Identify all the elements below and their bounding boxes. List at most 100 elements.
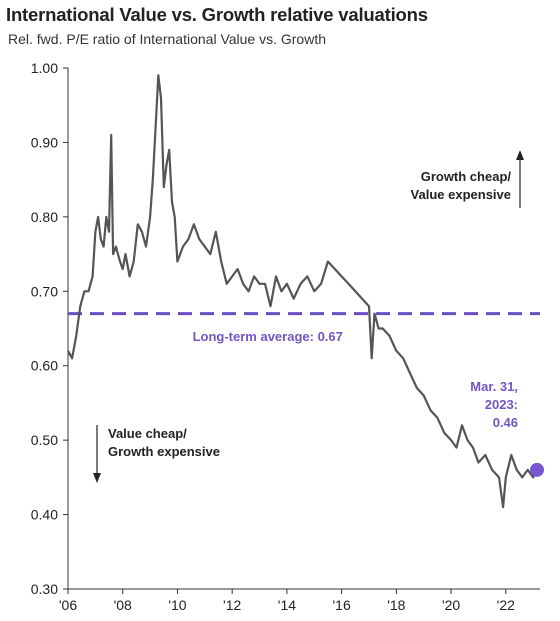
data-point <box>94 231 96 233</box>
data-point <box>502 506 504 508</box>
data-point <box>215 231 217 233</box>
x-tick-label: '14 <box>278 597 296 613</box>
data-point <box>510 454 512 456</box>
chart-subtitle: Rel. fwd. P/E ratio of International Val… <box>8 31 327 47</box>
annotations-group: Mar. 31, 2023: 0.46 Growth cheap/Value expe… <box>93 150 524 483</box>
data-point <box>382 327 384 330</box>
up-arrow-icon <box>516 150 524 160</box>
data-point <box>129 275 131 277</box>
data-point <box>163 186 165 188</box>
data-point <box>105 216 107 218</box>
data-point <box>436 417 438 419</box>
data-point <box>368 305 370 307</box>
end-marker-label: 0.46 <box>493 415 518 430</box>
data-point <box>124 253 127 255</box>
data-point <box>171 201 173 203</box>
data-point <box>176 260 178 263</box>
data-point <box>423 394 425 397</box>
data-point <box>220 260 222 263</box>
x-tick-label: '10 <box>168 597 186 613</box>
x-tick-label: '08 <box>114 597 132 613</box>
data-point <box>361 298 363 300</box>
data-point <box>416 387 418 389</box>
y-axis: 1.00 0.90 0.80 0.70 0.60 0.50 0.40 0.30 <box>31 60 69 597</box>
data-point <box>122 268 124 270</box>
data-point <box>409 372 411 374</box>
data-point <box>242 283 244 285</box>
data-point <box>373 313 376 315</box>
series-group <box>67 74 544 509</box>
x-tick-label: '06 <box>59 597 77 613</box>
end-marker-label: 2023: <box>485 397 518 412</box>
data-point <box>145 246 147 248</box>
data-point <box>527 469 529 471</box>
data-point <box>204 246 206 248</box>
data-point <box>152 179 154 181</box>
data-point <box>320 283 322 285</box>
value-cheap-label: Growth expensive <box>108 444 220 459</box>
data-point <box>461 424 463 426</box>
data-point <box>149 216 151 218</box>
y-tick-label: 0.90 <box>31 134 58 150</box>
data-point <box>248 290 250 292</box>
data-point <box>275 275 277 277</box>
data-point <box>293 298 295 300</box>
data-point <box>160 97 162 99</box>
long-term-average-label: Long-term average: 0.67 <box>193 329 343 344</box>
x-tick-label: '18 <box>387 597 405 613</box>
data-point <box>97 216 99 218</box>
growth-cheap-label: Value expensive <box>411 187 511 202</box>
data-point <box>371 357 373 359</box>
y-tick-label: 0.30 <box>31 581 58 597</box>
data-point <box>388 335 391 337</box>
data-point <box>378 327 380 330</box>
data-point <box>280 290 282 292</box>
data-point <box>187 238 189 240</box>
data-point <box>395 350 397 352</box>
data-point <box>521 476 523 478</box>
data-point <box>133 260 135 263</box>
data-point <box>67 350 69 352</box>
data-point <box>231 275 233 277</box>
data-point <box>119 260 121 263</box>
data-point <box>450 439 452 441</box>
data-point <box>182 246 184 248</box>
data-point <box>300 283 302 285</box>
data-point <box>103 246 105 248</box>
data-point <box>209 253 211 255</box>
data-point <box>137 223 139 225</box>
down-arrow-icon <box>93 473 101 483</box>
data-point <box>354 290 356 292</box>
data-point <box>306 275 308 277</box>
data-point <box>430 409 432 411</box>
data-point <box>516 469 518 471</box>
x-tick-label: '12 <box>223 597 241 613</box>
data-point <box>157 74 159 76</box>
x-tick-label: '20 <box>442 597 460 613</box>
data-point <box>112 253 114 255</box>
series-line <box>67 74 540 509</box>
data-point <box>253 275 255 277</box>
data-point <box>193 223 195 225</box>
data-point <box>341 275 343 277</box>
x-tick-label: '22 <box>497 597 515 613</box>
data-point <box>83 290 85 292</box>
data-point <box>491 469 493 471</box>
data-point <box>168 149 170 151</box>
data-point <box>100 238 102 240</box>
data-point <box>443 432 445 434</box>
data-point <box>108 231 110 233</box>
value-cheap-label: Value cheap/ <box>108 426 187 441</box>
data-point <box>75 335 77 337</box>
data-point <box>226 283 228 285</box>
growth-cheap-label: Growth cheap/ <box>421 169 512 184</box>
reference-line-group: Long-term average: 0.67 <box>68 312 540 344</box>
data-point <box>79 305 81 307</box>
data-point <box>484 454 486 456</box>
data-point <box>71 357 73 359</box>
data-point <box>313 290 315 292</box>
data-point <box>237 268 239 270</box>
data-point <box>115 246 117 248</box>
data-point <box>87 290 90 292</box>
